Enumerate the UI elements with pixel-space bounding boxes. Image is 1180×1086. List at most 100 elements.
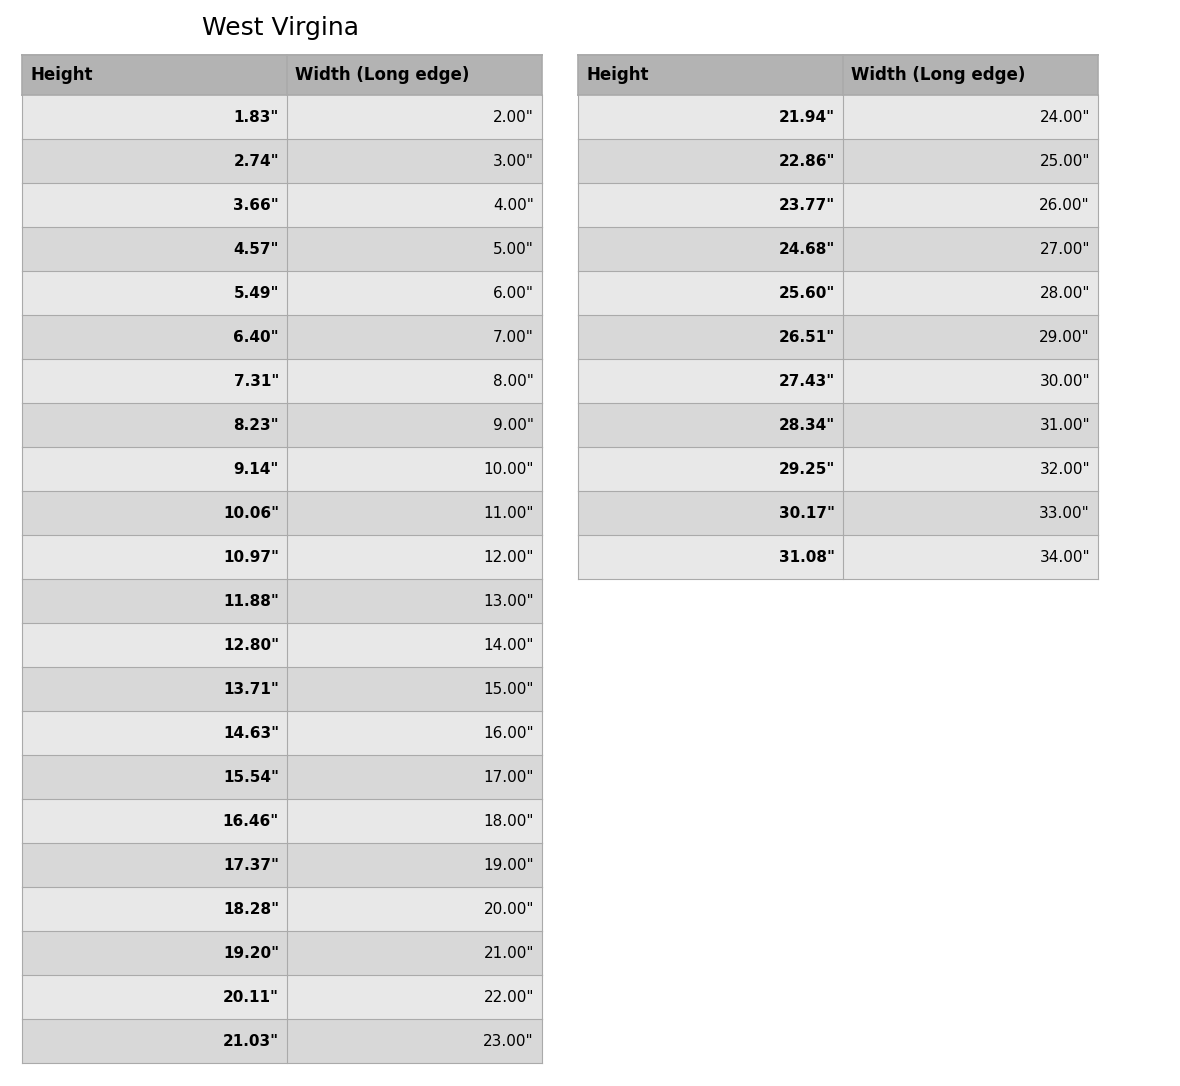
Bar (578, 315, 1099, 359)
Text: Height: Height (30, 66, 92, 84)
Bar (578, 491, 1099, 535)
Text: 30.17": 30.17" (779, 505, 835, 520)
Text: 28.00": 28.00" (1040, 286, 1090, 301)
Text: 11.88": 11.88" (223, 594, 278, 608)
Text: 13.71": 13.71" (223, 682, 278, 696)
Text: 21.94": 21.94" (779, 110, 835, 125)
Bar (22, 623, 542, 667)
Bar (22, 755, 542, 799)
Text: 23.00": 23.00" (484, 1034, 535, 1048)
Bar (22, 491, 542, 535)
Text: Width (Long edge): Width (Long edge) (851, 66, 1025, 84)
Text: 16.00": 16.00" (484, 725, 535, 741)
Text: 6.00": 6.00" (493, 286, 535, 301)
Text: 9.14": 9.14" (234, 462, 278, 477)
Text: 7.00": 7.00" (493, 329, 535, 344)
Text: 13.00": 13.00" (484, 594, 535, 608)
Bar (22, 184, 542, 227)
Text: 4.00": 4.00" (493, 198, 535, 213)
Text: 7.31": 7.31" (234, 374, 278, 389)
Text: 17.37": 17.37" (223, 858, 278, 872)
Bar (22, 711, 542, 755)
Text: West Virgina: West Virgina (202, 16, 359, 40)
Bar (22, 447, 542, 491)
Text: 8.00": 8.00" (493, 374, 535, 389)
Text: 22.86": 22.86" (779, 153, 835, 168)
Text: 25.00": 25.00" (1040, 153, 1090, 168)
Text: 14.63": 14.63" (223, 725, 278, 741)
Bar (22, 667, 542, 711)
Text: 17.00": 17.00" (484, 770, 535, 784)
Bar (22, 315, 542, 359)
Bar (22, 272, 542, 315)
Text: 29.00": 29.00" (1040, 329, 1090, 344)
Text: 30.00": 30.00" (1040, 374, 1090, 389)
Text: 5.49": 5.49" (234, 286, 278, 301)
Text: 26.51": 26.51" (779, 329, 835, 344)
Text: 27.00": 27.00" (1040, 241, 1090, 256)
Bar (22, 535, 542, 579)
Bar (578, 55, 1099, 94)
Text: 19.20": 19.20" (223, 946, 278, 960)
Text: 18.00": 18.00" (484, 813, 535, 829)
Bar (578, 447, 1099, 491)
Text: Width (Long edge): Width (Long edge) (295, 66, 470, 84)
Bar (578, 184, 1099, 227)
Text: 1.83": 1.83" (234, 110, 278, 125)
Text: 10.97": 10.97" (223, 550, 278, 565)
Text: 6.40": 6.40" (234, 329, 278, 344)
Text: 3.00": 3.00" (493, 153, 535, 168)
Text: 33.00": 33.00" (1040, 505, 1090, 520)
Text: 12.00": 12.00" (484, 550, 535, 565)
Text: 26.00": 26.00" (1040, 198, 1090, 213)
Text: 18.28": 18.28" (223, 901, 278, 917)
Text: 34.00": 34.00" (1040, 550, 1090, 565)
Bar (578, 403, 1099, 447)
Bar (22, 843, 542, 887)
Text: Height: Height (586, 66, 649, 84)
Bar (22, 975, 542, 1019)
Bar (22, 887, 542, 931)
Bar (578, 139, 1099, 184)
Text: 20.00": 20.00" (484, 901, 535, 917)
Text: 31.00": 31.00" (1040, 417, 1090, 432)
Text: 14.00": 14.00" (484, 637, 535, 653)
Text: 15.54": 15.54" (223, 770, 278, 784)
Text: 20.11": 20.11" (223, 989, 278, 1005)
Bar (578, 272, 1099, 315)
Bar (22, 799, 542, 843)
Bar (22, 139, 542, 184)
Text: 32.00": 32.00" (1040, 462, 1090, 477)
Text: 24.00": 24.00" (1040, 110, 1090, 125)
Text: 28.34": 28.34" (779, 417, 835, 432)
Text: 3.66": 3.66" (234, 198, 278, 213)
Text: 8.23": 8.23" (234, 417, 278, 432)
Text: 12.80": 12.80" (223, 637, 278, 653)
Text: 21.03": 21.03" (223, 1034, 278, 1048)
Text: 27.43": 27.43" (779, 374, 835, 389)
Bar (22, 1019, 542, 1063)
Bar (578, 535, 1099, 579)
Text: 23.77": 23.77" (779, 198, 835, 213)
Text: 10.06": 10.06" (223, 505, 278, 520)
Text: 2.00": 2.00" (493, 110, 535, 125)
Text: 22.00": 22.00" (484, 989, 535, 1005)
Text: 16.46": 16.46" (223, 813, 278, 829)
Text: 31.08": 31.08" (779, 550, 835, 565)
Text: 21.00": 21.00" (484, 946, 535, 960)
Bar (578, 359, 1099, 403)
Text: 9.00": 9.00" (493, 417, 535, 432)
Bar (22, 403, 542, 447)
Text: 4.57": 4.57" (234, 241, 278, 256)
Bar (22, 55, 542, 94)
Text: 19.00": 19.00" (484, 858, 535, 872)
Text: 29.25": 29.25" (779, 462, 835, 477)
Bar (578, 94, 1099, 139)
Bar (578, 227, 1099, 272)
Text: 10.00": 10.00" (484, 462, 535, 477)
Text: 11.00": 11.00" (484, 505, 535, 520)
Text: 2.74": 2.74" (234, 153, 278, 168)
Bar (22, 94, 542, 139)
Bar (22, 359, 542, 403)
Bar (22, 579, 542, 623)
